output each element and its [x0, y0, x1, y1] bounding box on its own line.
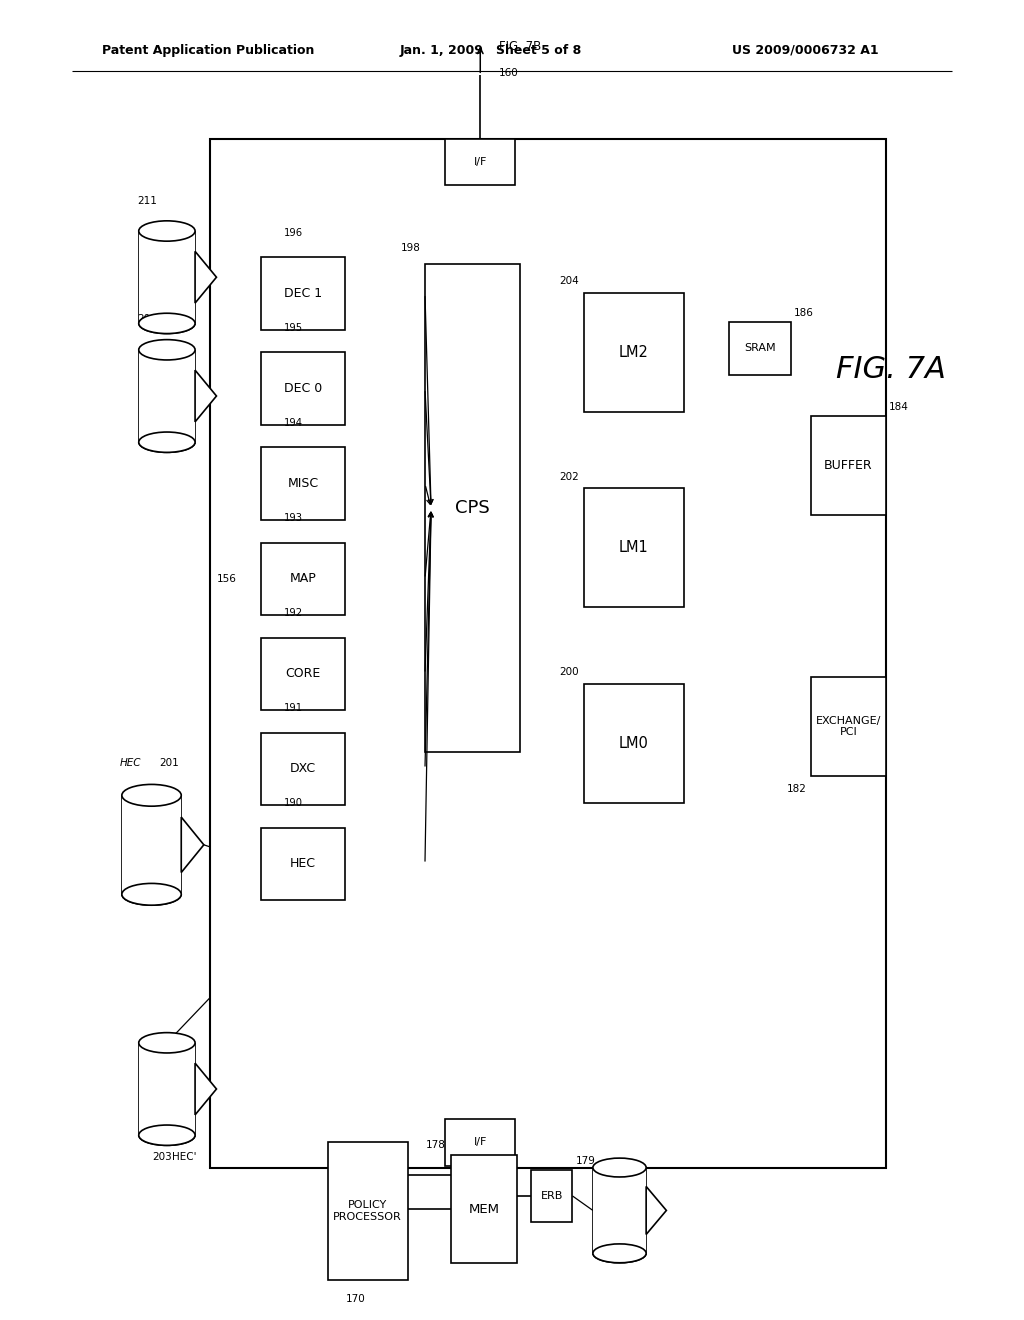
Bar	[811, 677, 886, 776]
Bar	[261, 638, 345, 710]
Text: SRAM: SRAM	[744, 343, 775, 354]
Text: 182: 182	[787, 784, 807, 795]
Text: 184: 184	[889, 401, 908, 412]
Text: 160: 160	[499, 67, 518, 78]
Bar	[328, 1142, 408, 1280]
Text: HEC': HEC'	[172, 1152, 197, 1163]
Text: 179: 179	[575, 1155, 595, 1166]
Ellipse shape	[122, 784, 181, 807]
Text: ERB: ERB	[541, 1191, 563, 1201]
Ellipse shape	[593, 1158, 646, 1177]
Text: Jan. 1, 2009   Sheet 5 of 8: Jan. 1, 2009 Sheet 5 of 8	[399, 44, 582, 57]
Text: 209: 209	[137, 314, 157, 325]
Text: CORE: CORE	[286, 668, 321, 680]
Text: I/F: I/F	[473, 1138, 487, 1147]
Text: 193: 193	[284, 512, 303, 523]
Polygon shape	[195, 1063, 216, 1115]
Ellipse shape	[139, 220, 195, 242]
Text: DEC 0: DEC 0	[284, 383, 323, 395]
Bar	[261, 257, 345, 330]
Text: 200: 200	[559, 667, 579, 677]
Text: POLICY
PROCESSOR: POLICY PROCESSOR	[333, 1200, 402, 1222]
Text: EXCHANGE/
PCI: EXCHANGE/ PCI	[816, 715, 881, 738]
Polygon shape	[181, 817, 204, 873]
Text: 195: 195	[284, 322, 303, 333]
Polygon shape	[195, 370, 216, 422]
Ellipse shape	[139, 313, 195, 334]
Bar	[425, 264, 520, 752]
Text: 204: 204	[559, 276, 579, 286]
Bar	[261, 352, 345, 425]
Text: MAP: MAP	[290, 573, 316, 585]
Text: I/F: I/F	[473, 157, 487, 166]
Bar	[139, 1043, 195, 1135]
Ellipse shape	[122, 883, 181, 906]
Text: HEC: HEC	[120, 758, 141, 768]
Text: 186: 186	[794, 308, 813, 318]
Text: FIG. 7B: FIG. 7B	[499, 40, 541, 53]
Ellipse shape	[139, 339, 195, 360]
Bar	[139, 231, 195, 323]
Text: MEM: MEM	[468, 1203, 500, 1216]
Text: CPS: CPS	[456, 499, 489, 517]
Text: US 2009/0006732 A1: US 2009/0006732 A1	[732, 44, 879, 57]
Bar	[210, 139, 886, 1168]
Text: 170: 170	[346, 1294, 366, 1304]
Text: FIG. 7A: FIG. 7A	[836, 355, 946, 384]
Text: 190: 190	[284, 797, 303, 808]
Ellipse shape	[139, 432, 195, 453]
Text: DEC 1: DEC 1	[284, 288, 323, 300]
Polygon shape	[195, 251, 216, 304]
Text: 198: 198	[401, 243, 421, 253]
Polygon shape	[646, 1187, 667, 1234]
Ellipse shape	[139, 1125, 195, 1146]
Text: LM1: LM1	[618, 540, 649, 556]
Bar	[261, 447, 345, 520]
Text: MISC: MISC	[288, 478, 318, 490]
Bar	[531, 1170, 572, 1222]
Bar	[811, 416, 886, 515]
Text: DXC: DXC	[290, 763, 316, 775]
Bar	[122, 795, 181, 895]
Text: LM2: LM2	[618, 345, 649, 360]
Text: Patent Application Publication: Patent Application Publication	[102, 44, 314, 57]
Bar	[584, 293, 684, 412]
Ellipse shape	[593, 1243, 646, 1263]
Ellipse shape	[139, 1032, 195, 1053]
Bar	[593, 1167, 646, 1254]
Text: 202: 202	[559, 471, 579, 482]
Text: 156: 156	[217, 574, 237, 583]
Text: 201: 201	[160, 758, 179, 768]
Bar	[445, 1119, 515, 1166]
Bar	[584, 684, 684, 803]
Bar	[139, 350, 195, 442]
Text: 203: 203	[152, 1152, 172, 1163]
Text: HEC: HEC	[290, 858, 316, 870]
Text: 194: 194	[284, 417, 303, 428]
Bar	[729, 322, 791, 375]
Bar	[584, 488, 684, 607]
Text: LM0: LM0	[618, 735, 649, 751]
Text: 192: 192	[284, 607, 303, 618]
Text: 178: 178	[426, 1139, 445, 1150]
Bar	[261, 543, 345, 615]
Text: 211: 211	[137, 195, 157, 206]
Bar	[261, 828, 345, 900]
Text: BUFFER: BUFFER	[824, 459, 872, 471]
Bar	[261, 733, 345, 805]
Text: 191: 191	[284, 702, 303, 713]
Text: 196: 196	[284, 227, 303, 238]
Bar	[451, 1155, 517, 1263]
Bar	[445, 139, 515, 185]
